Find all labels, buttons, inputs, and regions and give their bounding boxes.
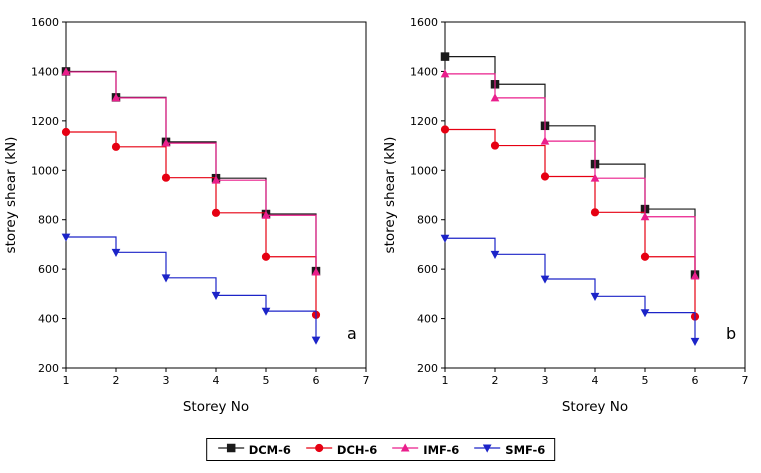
x-tick-label: 4: [213, 374, 220, 387]
chart-panel-a: 1 2 3 4 5 6 7 200 400 600 800 1000 1200 1400 1600 store…: [3, 16, 370, 415]
legend-label: IMF-6: [423, 442, 460, 457]
y-tick-label: 1600: [31, 16, 59, 29]
legend-marker-glyph: [392, 443, 419, 452]
legend-label: DCM-6: [248, 442, 291, 457]
y-tick-label: 1400: [31, 65, 59, 78]
y-tick-label: 400: [38, 313, 59, 326]
legend-item-smf-6: SMF-6: [472, 440, 545, 459]
y-tick-label: 1200: [31, 115, 59, 128]
legend: DCM-6 DCH-6 IMF-6 SMF-6: [205, 438, 556, 461]
x-axis: 1 2 3 4 5 6 7: [442, 368, 749, 387]
y-tick-label: 200: [38, 362, 59, 375]
series-IMF-6: [61, 67, 321, 276]
y-tick-label: 600: [38, 263, 59, 276]
x-tick-label: 2: [492, 374, 499, 387]
y-tick-label: 1200: [410, 115, 438, 128]
chart-panel-b: 1 2 3 4 5 6 7 200 400 600 800 1000 1200 1400 1600 store…: [382, 16, 749, 415]
series-SMF-6: [440, 234, 700, 346]
y-tick-label: 800: [417, 214, 438, 227]
y-tick-label: 200: [417, 362, 438, 375]
y-tick-label: 800: [38, 214, 59, 227]
series-IMF-6: [440, 69, 700, 280]
x-tick-label: 1: [63, 374, 70, 387]
x-tick-label: 6: [692, 374, 699, 387]
x-tick-label: 5: [642, 374, 649, 387]
panel-letter: b: [726, 324, 736, 343]
y-tick-label: 400: [417, 313, 438, 326]
series-SMF-6: [61, 233, 321, 345]
legend-marker-glyph: [217, 443, 244, 453]
circle-marker-icon: [304, 440, 334, 459]
x-axis: 1 2 3 4 5 6 7: [63, 368, 370, 387]
legend-item-dcm-6: DCM-6: [216, 440, 291, 459]
x-tick-label: 3: [542, 374, 549, 387]
legend-label: SMF-6: [505, 442, 546, 457]
y-axis: 200 400 600 800 1000 1200 1400 1600: [31, 16, 66, 375]
y-tick-label: 1000: [410, 164, 438, 177]
triangle-up-marker-icon: [390, 440, 420, 459]
y-axis-title: storey shear (kN): [382, 137, 398, 254]
y-axis: 200 400 600 800 1000 1200 1400 1600: [410, 16, 445, 375]
x-tick-label: 2: [113, 374, 120, 387]
legend-marker-glyph: [474, 444, 501, 453]
panel-letter: a: [347, 324, 357, 343]
x-tick-label: 5: [263, 374, 270, 387]
x-tick-label: 1: [442, 374, 449, 387]
y-tick-label: 1000: [31, 164, 59, 177]
x-tick-label: 6: [313, 374, 320, 387]
y-tick-label: 600: [417, 263, 438, 276]
square-marker-icon: [216, 440, 246, 459]
y-tick-label: 1600: [410, 16, 438, 29]
legend-item-imf-6: IMF-6: [390, 440, 459, 459]
legend-label: DCH-6: [336, 442, 378, 457]
x-axis-title: Storey No: [562, 399, 628, 415]
legend-marker-glyph: [305, 443, 332, 453]
legend-item-dch-6: DCH-6: [304, 440, 377, 459]
x-tick-label: 7: [363, 374, 370, 387]
x-axis-title: Storey No: [183, 399, 249, 415]
triangle-down-marker-icon: [472, 440, 502, 459]
y-tick-label: 1400: [410, 65, 438, 78]
x-tick-label: 3: [163, 374, 170, 387]
x-tick-label: 4: [592, 374, 599, 387]
x-tick-label: 7: [742, 374, 749, 387]
y-axis-title: storey shear (kN): [3, 137, 19, 254]
